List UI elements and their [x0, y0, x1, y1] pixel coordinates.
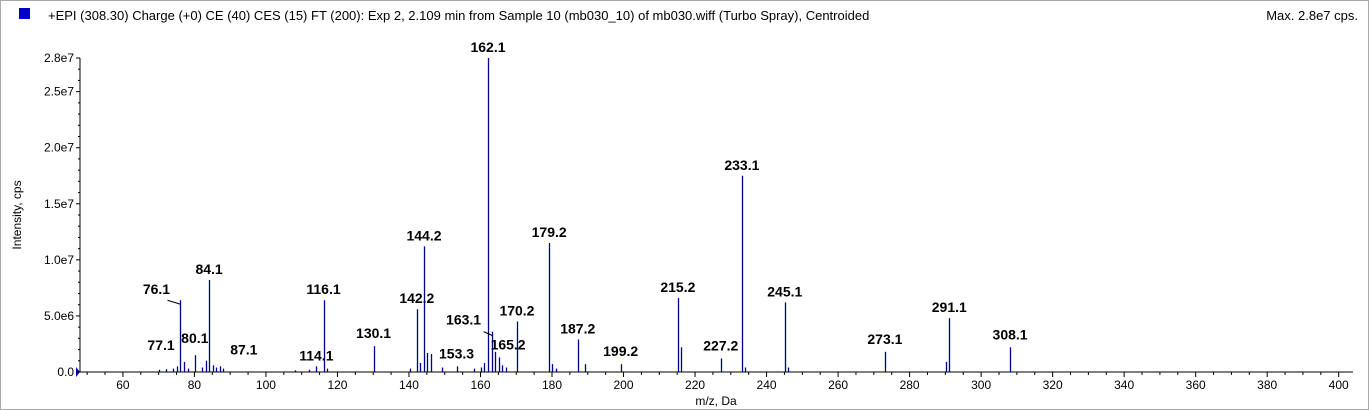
x-tick-label: 180 — [542, 378, 562, 392]
spectrum-title: +EPI (308.30) Charge (+0) CE (40) CES (1… — [48, 8, 870, 23]
x-tick-label: 80 — [188, 378, 202, 392]
peak-labels: 76.1 77.1 80.1 84.1 87.1 114.1 116.1 130.1 142.2… — [143, 39, 1028, 363]
x-tick-label: 60 — [116, 378, 130, 392]
peak-label: 77.1 — [147, 337, 174, 353]
peak-label: 199.2 — [603, 343, 638, 359]
peak-label: 291.1 — [932, 299, 967, 315]
peak-label: 162.1 — [470, 39, 505, 55]
x-tick-label: 220 — [685, 378, 705, 392]
peak-label: 163.1 — [446, 312, 481, 328]
peak-label: 179.2 — [532, 224, 567, 240]
peak-label: 114.1 — [299, 347, 333, 363]
x-tick-label: 380 — [1257, 378, 1277, 392]
x-tick-label: 100 — [256, 378, 276, 392]
y-tick-label: 1.5e7 — [44, 197, 74, 211]
y-axis-title: Intensity, cps — [10, 180, 24, 249]
y-tick-label: 5.0e6 — [44, 309, 74, 323]
x-tick-label: 160 — [470, 378, 490, 392]
peak-label: 215.2 — [660, 279, 695, 295]
peak-label-leader — [167, 299, 181, 305]
peak-label: 170.2 — [499, 303, 534, 319]
x-tick-label: 340 — [1114, 378, 1134, 392]
peak-label: 165.2 — [491, 336, 526, 352]
y-tick-label: 0.0 — [57, 365, 74, 379]
x-tick-label: 120 — [327, 378, 347, 392]
y-tick-label: 2.5e7 — [44, 85, 74, 99]
peak-label: 227.2 — [703, 338, 738, 354]
peak-label-leader — [483, 331, 493, 337]
peak-label: 144.2 — [406, 227, 441, 243]
x-tick-label: 320 — [1043, 378, 1063, 392]
series-color-marker[interactable] — [19, 8, 30, 19]
x-tick-label: 140 — [399, 378, 419, 392]
peak-label: 84.1 — [195, 261, 222, 277]
peak-label: 142.2 — [399, 290, 434, 306]
x-axis-title: m/z, Da — [695, 394, 737, 408]
peak-label: 116.1 — [306, 281, 340, 297]
peak-label: 233.1 — [724, 157, 759, 173]
peak-label: 245.1 — [767, 283, 802, 299]
peak-label: 130.1 — [356, 325, 391, 341]
peak-label: 187.2 — [560, 320, 595, 336]
peak-label: 87.1 — [230, 341, 257, 357]
x-tick-label: 300 — [971, 378, 991, 392]
x-tick-label: 240 — [757, 378, 777, 392]
y-tick-label: 2.0e7 — [44, 141, 74, 155]
x-tick-label: 280 — [900, 378, 920, 392]
x-tick-label: 200 — [614, 378, 634, 392]
y-tick-label: 1.0e7 — [44, 253, 74, 267]
max-intensity-label: Max. 2.8e7 cps. — [1266, 8, 1358, 23]
peak-label: 80.1 — [181, 330, 208, 346]
peak-label: 273.1 — [867, 331, 902, 347]
axes: 60 80 100 120 140 160 180 200 220 240 260 280 300 320… — [44, 51, 1353, 392]
y-tick-label: 2.8e7 — [44, 51, 74, 65]
peak-label: 76.1 — [143, 281, 170, 297]
peak-label: 153.3 — [439, 345, 474, 361]
x-tick-label: 260 — [828, 378, 848, 392]
peak-bars — [158, 58, 1012, 372]
peak-label: 308.1 — [993, 326, 1028, 342]
x-tick-label: 400 — [1329, 378, 1349, 392]
x-tick-label: 360 — [1186, 378, 1206, 392]
